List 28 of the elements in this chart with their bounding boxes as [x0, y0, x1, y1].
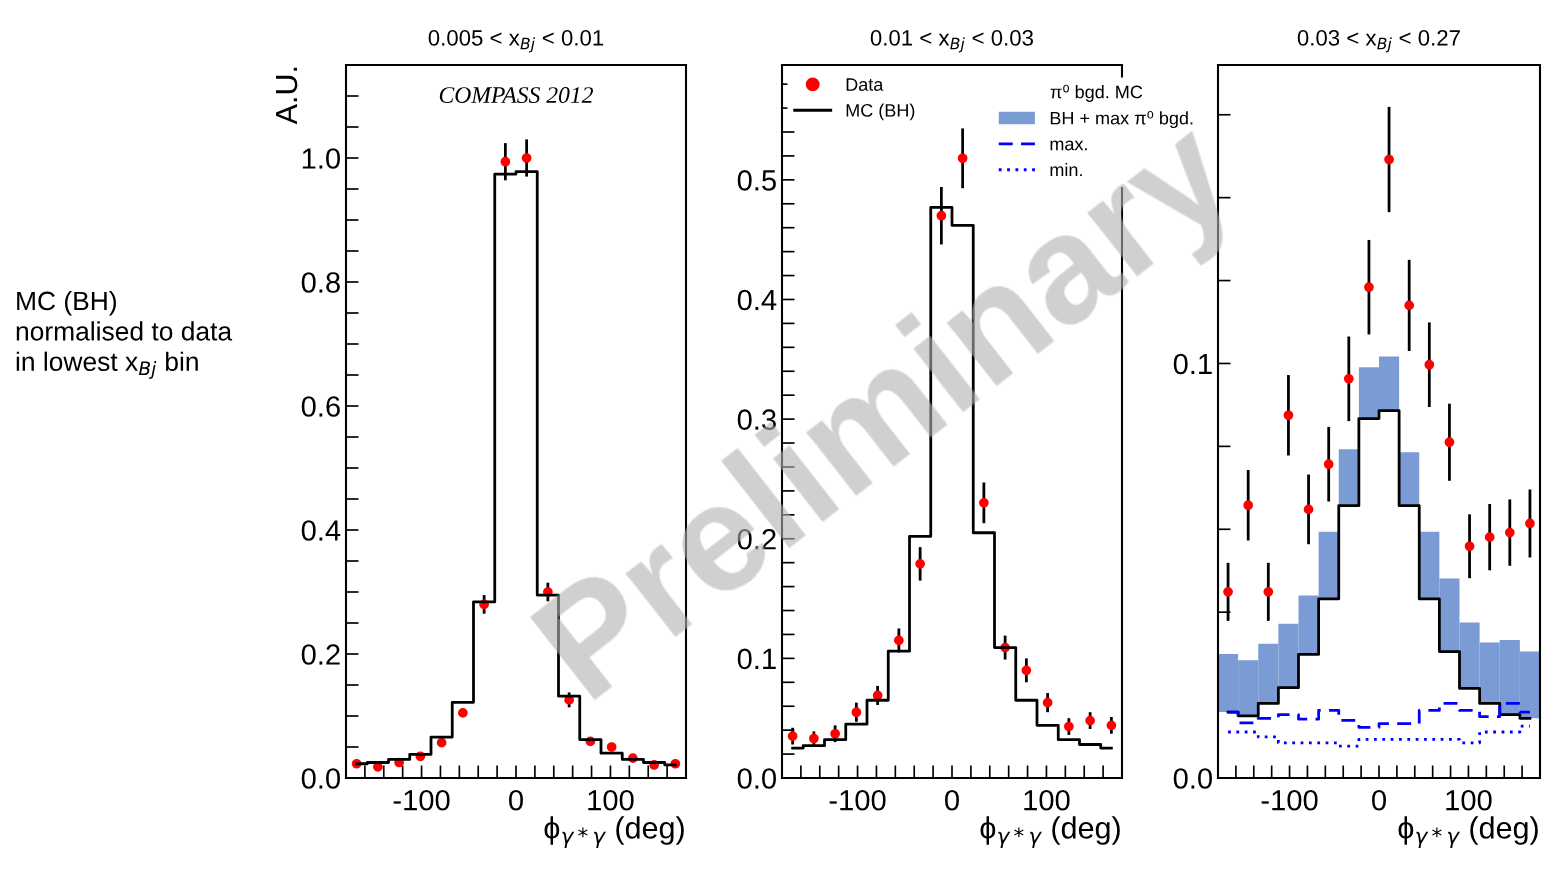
chart-title: 0.03 < x$_{Bj}$ < 0.27: [1297, 30, 1460, 53]
x-tick-label: -100: [1261, 789, 1318, 811]
x-tick-label: 0: [945, 789, 959, 811]
x-axis-title: ϕ$_{γ*γ}$ (deg): [1398, 816, 1538, 848]
annotation: COMPASS 2012: [439, 87, 593, 103]
x-axis-title: ϕ$_{γ*γ}$ (deg): [544, 816, 684, 848]
x-tick-label: 100: [588, 789, 634, 811]
y-tick-label: 0.8: [301, 272, 340, 293]
x-tick-label: -100: [393, 789, 450, 811]
y-tick-label: 0.0: [737, 768, 776, 789]
x-tick-label: 100: [1446, 789, 1492, 811]
legend-title: π⁰ bgd. MC: [1050, 84, 1143, 102]
chart-title: 0.01 < x$_{Bj}$ < 0.03: [870, 30, 1033, 53]
y-tick-label: 0.4: [301, 520, 341, 541]
chart-title: 0.005 < x$_{Bj}$ < 0.01: [428, 30, 604, 53]
text: MC (BH) normalised to data in lowest x$_{Bj}$ bin: [16, 290, 233, 379]
x-axis-title: ϕ$_{γ*γ}$ (deg): [980, 816, 1120, 848]
legend-label: MC (BH): [846, 103, 915, 121]
y-tick-label: 1.0: [302, 148, 340, 169]
legend-label: BH + max π⁰ bgd.: [1050, 110, 1193, 129]
y-tick-label: 0.6: [301, 396, 340, 417]
x-tick-label: 100: [1024, 789, 1070, 811]
legend-label: Data: [846, 78, 884, 91]
x-tick-label: 0: [1372, 789, 1386, 811]
x-tick-label: -100: [829, 789, 886, 811]
y-tick-label: 0.2: [301, 644, 340, 665]
y-axis-title: A.U.: [276, 67, 298, 125]
x-tick-label: 0: [509, 789, 523, 811]
